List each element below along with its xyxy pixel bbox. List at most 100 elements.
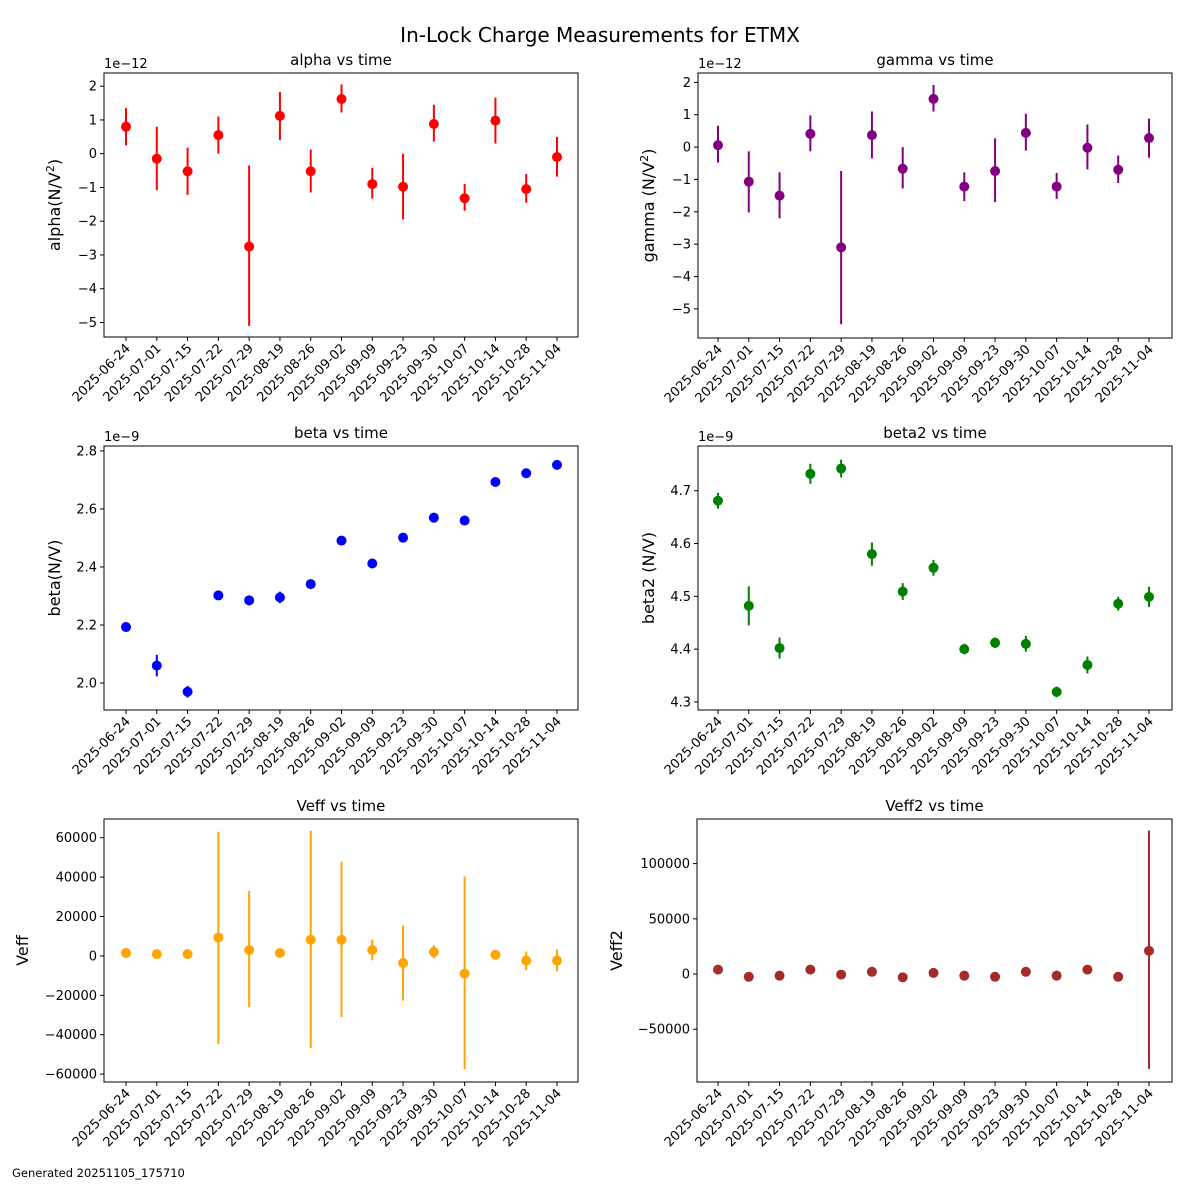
axes-frame: [697, 445, 1173, 711]
data-point: [274, 947, 285, 958]
data-point: [774, 643, 785, 654]
y-tick-label: 1: [89, 113, 97, 128]
data-point: [274, 110, 285, 121]
data-point: [367, 179, 378, 190]
subplot-title: beta vs time: [294, 424, 388, 442]
data-point: [1082, 964, 1093, 975]
data-point: [928, 93, 939, 104]
data-point: [182, 949, 193, 960]
axes-frame: [103, 445, 579, 711]
data-point: [398, 958, 409, 969]
data-point: [836, 242, 847, 253]
data-point: [367, 558, 378, 569]
y-tick-label: 0: [89, 147, 97, 162]
y-axis-label-superscript: 2: [638, 155, 651, 162]
data-point: [1144, 591, 1154, 602]
y-tick-label: 2: [89, 80, 97, 95]
y-tick-label: −1: [672, 173, 691, 188]
data-point: [336, 535, 347, 546]
y-axis-label-text: Veff: [13, 934, 32, 966]
data-point: [743, 971, 754, 982]
y-tick-label: 2.6: [76, 502, 97, 517]
y-axis-label: Veff: [13, 934, 32, 966]
data-point: [244, 595, 255, 606]
data-point: [213, 130, 224, 141]
data-point: [990, 971, 1001, 982]
data-point: [743, 600, 754, 611]
data-point: [121, 121, 131, 132]
data-point: [1113, 971, 1124, 982]
y-offset-label: 1e−9: [698, 430, 733, 445]
y-axis-label: alpha(N/V2): [44, 159, 64, 251]
y-axis-label-text: gamma (N/V: [639, 162, 658, 263]
y-tick-label: 20000: [56, 910, 97, 925]
data-point: [897, 586, 908, 597]
y-axis-label-text: alpha(N/V: [45, 172, 64, 251]
y-tick-label: 4.7: [670, 484, 691, 499]
data-point: [959, 181, 970, 192]
data-point: [459, 968, 470, 979]
y-tick-label: −2: [672, 205, 691, 220]
y-tick-label: −1: [78, 181, 97, 196]
data-point: [459, 193, 470, 204]
data-point: [521, 955, 532, 966]
y-offset-label: 1e−9: [104, 430, 139, 445]
y-axis-label: beta(N/V): [45, 540, 64, 617]
data-point: [897, 972, 908, 983]
axes-frame: [103, 818, 579, 1083]
data-point: [521, 468, 532, 479]
y-tick-label: −4: [672, 270, 691, 285]
data-point: [1020, 638, 1031, 649]
data-point: [121, 947, 131, 958]
data-point: [336, 93, 347, 104]
data-point: [244, 945, 255, 956]
y-tick-label: −3: [672, 238, 691, 253]
data-point: [552, 459, 562, 470]
y-tick-label: 0: [682, 968, 690, 983]
y-tick-label: 2.4: [76, 560, 97, 575]
subplot-beta: beta vs time 1e−9 beta(N/V) 2.8 2.6 2.4 2.2 2.0…: [45, 424, 579, 778]
data-point: [866, 549, 877, 560]
y-tick-label: 4.5: [670, 590, 691, 605]
data-point: [1020, 966, 1031, 977]
data-point: [990, 166, 1001, 177]
data-point: [305, 166, 316, 177]
y-axis-label-text: Veff2: [607, 930, 626, 971]
data-point: [490, 115, 501, 126]
subplot-title: Veff vs time: [297, 797, 386, 815]
data-point: [836, 969, 847, 980]
y-tick-label: −5: [78, 316, 97, 331]
data-point: [1113, 598, 1124, 609]
data-point: [959, 970, 970, 981]
y-tick-label: −40000: [45, 1028, 97, 1043]
data-point: [182, 166, 193, 177]
data-point: [959, 644, 970, 655]
axes-frame: [103, 72, 579, 338]
data-point: [836, 463, 847, 474]
data-point: [743, 176, 754, 187]
subplot-title: beta2 vs time: [883, 424, 986, 442]
data-point: [213, 590, 224, 601]
data-point: [151, 153, 162, 164]
data-point: [1082, 142, 1093, 153]
data-point: [336, 934, 347, 945]
y-tick-label: 100000: [640, 857, 690, 872]
y-tick-label: −3: [78, 248, 97, 263]
data-point: [866, 130, 877, 141]
data-point: [521, 184, 532, 195]
y-tick-label: −4: [78, 282, 97, 297]
y-tick-label: −5: [672, 302, 691, 317]
y-tick-label: −20000: [45, 989, 97, 1004]
y-axis-label: gamma (N/V2): [638, 149, 658, 263]
y-tick-label: 60000: [56, 831, 97, 846]
y-tick-label: −60000: [45, 1068, 97, 1083]
data-point: [774, 970, 785, 981]
data-point: [1051, 686, 1062, 697]
data-point: [928, 562, 939, 573]
data-point: [1051, 970, 1062, 981]
data-point: [552, 955, 562, 966]
y-axis-label-superscript: 2: [44, 165, 57, 172]
y-tick-label: 50000: [649, 912, 690, 927]
data-point: [490, 476, 501, 487]
